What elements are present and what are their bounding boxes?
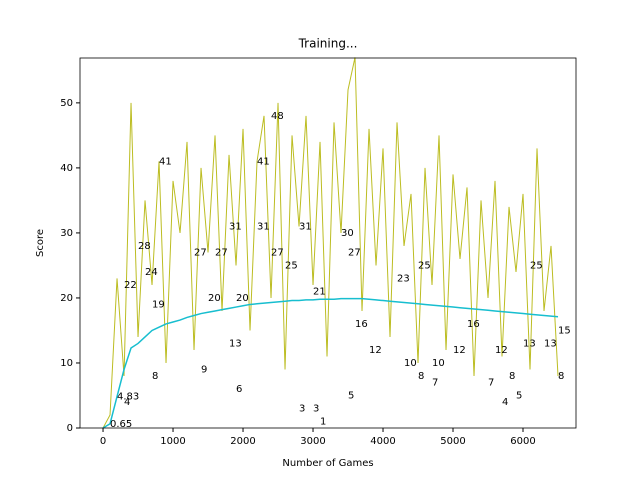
annotation: 27 [271,247,284,258]
annotation: 5 [516,390,522,401]
annotation: 7 [432,377,438,388]
annotation: 8 [152,371,158,382]
annotation: 4.83 [117,392,139,403]
series-line [102,57,559,429]
annotation: 20 [208,293,221,304]
annotation: 27 [348,247,361,258]
x-tick-label: 4000 [370,436,395,447]
x-tick-label: 0 [100,436,106,447]
annotation: 10 [432,358,445,369]
y-tick-label: 10 [60,358,73,369]
annotation: 8 [509,371,515,382]
y-tick-label: 30 [60,228,73,239]
y-tick-label: 40 [60,163,73,174]
annotation: 41 [159,156,172,167]
annotation: 4 [502,397,508,408]
annotation: 1 [320,416,326,427]
annotation: 8 [558,371,564,382]
annotation: 25 [285,260,298,271]
annotation: 41 [257,156,270,167]
annotation: 15 [558,325,571,336]
annotation: 12 [453,345,466,356]
annotation: 25 [418,260,431,271]
annotation: 16 [355,319,368,330]
annotation: 20 [236,293,249,304]
annotation: 7 [488,377,494,388]
annotation: 12 [495,345,508,356]
x-axis-label: Number of Games [282,458,373,469]
annotation: 13 [523,338,536,349]
annotation: 48 [271,111,284,122]
annotation: 31 [299,221,312,232]
y-tick-label: 50 [60,98,73,109]
annotation: 16 [467,319,480,330]
x-tick-label: 1000 [160,436,185,447]
annotation: 9 [201,364,207,375]
annotation: 3 [313,403,319,414]
annotation: 12 [369,345,382,356]
y-axis-label: Score [35,229,46,257]
annotation: 3 [299,403,305,414]
x-tick-label: 2000 [230,436,255,447]
x-tick-label: 5000 [440,436,465,447]
annotation: 27 [194,247,207,258]
annotation: 10 [404,358,417,369]
annotation: 0.65 [110,419,132,430]
x-tick-label: 3000 [300,436,325,447]
annotation: 13 [229,338,242,349]
y-tick-label: 0 [67,423,73,434]
annotation: 8 [418,371,424,382]
annotation: 30 [341,228,354,239]
y-tick-label: 20 [60,293,73,304]
annotation: 23 [397,273,410,284]
annotation: 31 [229,221,242,232]
chart-title: Training... [298,37,358,51]
annotation: 13 [544,338,557,349]
annotation: 4 [124,397,130,408]
annotation: 24 [145,267,158,278]
annotation: 19 [152,299,165,310]
axes-frame [79,57,577,429]
annotation: 27 [215,247,228,258]
annotation: 25 [530,260,543,271]
annotation: 22 [124,280,137,291]
x-tick-label: 6000 [510,436,535,447]
annotation: 21 [313,286,326,297]
annotation: 5 [348,390,354,401]
annotation: 31 [257,221,270,232]
series-line [102,297,559,429]
annotation: 6 [236,384,242,395]
annotation: 28 [138,241,151,252]
